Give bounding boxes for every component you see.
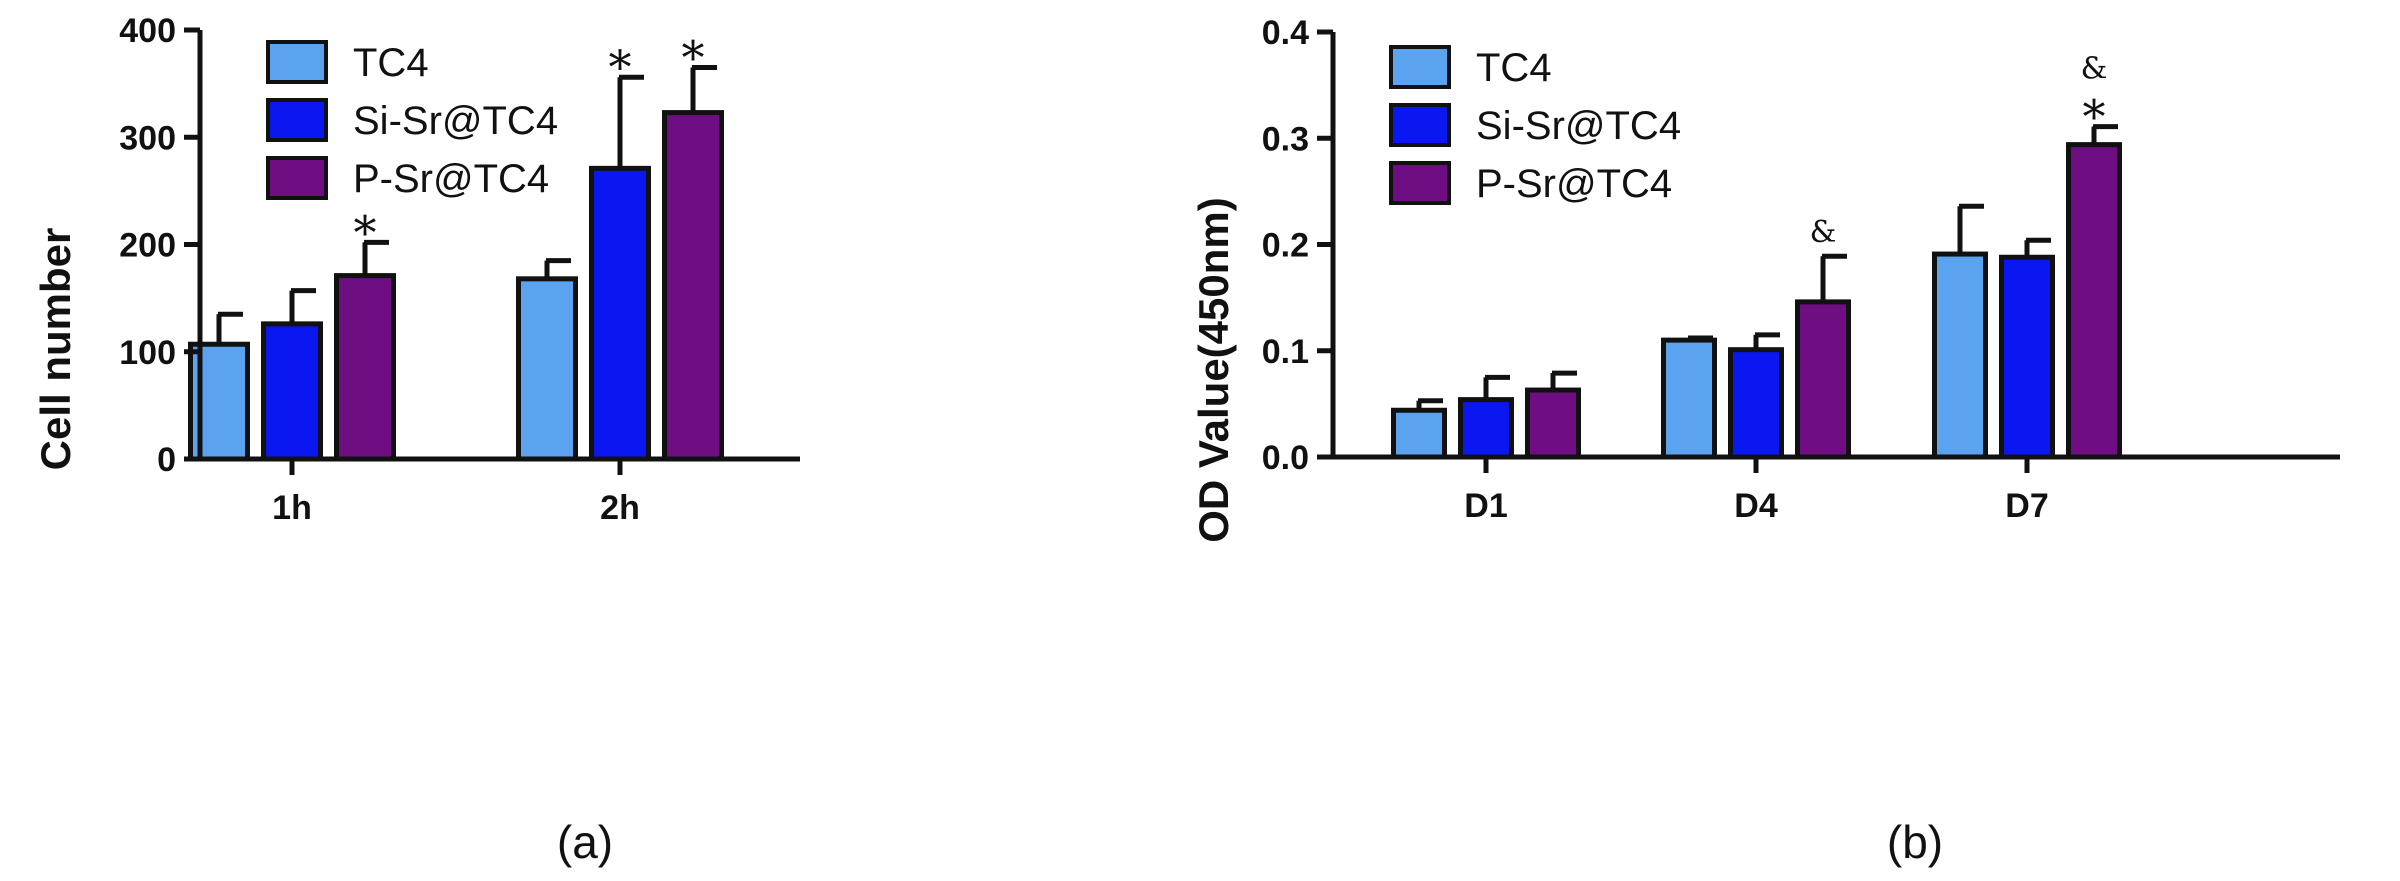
- legend-label: Si-Sr@TC4: [1476, 104, 1681, 148]
- panel-a-axes: 0 100 200 300 400 1h 2h: [119, 12, 800, 527]
- y-tick-label: 400: [119, 12, 176, 50]
- bar: [1999, 254, 2055, 460]
- panel-b-legend: TC4 Si-Sr@TC4 P-Sr@TC4: [1389, 45, 1681, 206]
- bar: [662, 110, 724, 462]
- y-tick-label: 0.4: [1262, 14, 1309, 52]
- bar: [2066, 142, 2122, 460]
- bar: [1458, 397, 1514, 460]
- y-tick-label: 0: [157, 441, 176, 479]
- bar: [1932, 251, 1988, 460]
- y-tick-label: 0.2: [1262, 227, 1309, 265]
- bar: [1525, 387, 1581, 460]
- panel-a-bars: * * *: [188, 31, 724, 462]
- significance-mark: *: [354, 205, 377, 259]
- y-tick-label: 300: [119, 119, 176, 157]
- bar: [1391, 407, 1447, 460]
- legend-label: P-Sr@TC4: [1476, 162, 1672, 206]
- significance-mark: *: [2083, 90, 2106, 144]
- significance-mark: &: [1810, 215, 1837, 250]
- legend-label: TC4: [353, 41, 429, 85]
- panel-a-legend: TC4 Si-Sr@TC4 P-Sr@TC4: [266, 40, 558, 201]
- x-tick-label: D1: [1464, 487, 1507, 525]
- panel-b: &*& 0.00.10.20.30.4D1 D4 D7 OD Value(450nm…: [1190, 14, 2340, 868]
- legend-swatch: [1389, 45, 1451, 89]
- significance-mark: &: [2081, 52, 2108, 87]
- bar: [516, 276, 578, 462]
- y-tick-label: 0.3: [1262, 120, 1309, 158]
- legend-label: Si-Sr@TC4: [353, 99, 558, 143]
- x-tick-label: D4: [1734, 487, 1778, 525]
- legend-swatch: [266, 98, 328, 142]
- y-tick-label: 0.1: [1262, 333, 1309, 371]
- legend-swatch: [1389, 103, 1451, 147]
- bar: [1728, 347, 1784, 460]
- bar: [334, 273, 396, 462]
- legend-label: TC4: [1476, 46, 1552, 90]
- legend-swatch: [266, 40, 328, 84]
- bar: [589, 165, 651, 462]
- panel-a-ylabel: Cell number: [32, 228, 79, 471]
- x-tick-label: 2h: [600, 489, 640, 527]
- panel-a-label: (a): [557, 816, 613, 868]
- panel-b-ylabel: OD Value(450nm): [1190, 197, 1237, 542]
- legend-label: P-Sr@TC4: [353, 157, 549, 201]
- panel-b-bars: &*&: [1391, 52, 2122, 460]
- bar: [261, 321, 323, 462]
- panel-b-label: (b): [1887, 816, 1943, 868]
- x-tick-label: D7: [2005, 487, 2048, 525]
- y-tick-label: 200: [119, 227, 176, 265]
- legend-swatch: [266, 156, 328, 200]
- legend-swatch: [1389, 161, 1451, 205]
- panel-b-axes: 0.0 0.1 0.2 0.3 0.4 D1 D4 D7: [1262, 14, 2340, 525]
- significance-mark: *: [682, 31, 705, 85]
- significance-mark: *: [609, 40, 632, 94]
- bar: [1795, 299, 1851, 460]
- y-tick-label: 0.0: [1262, 439, 1309, 477]
- panel-a: * * * 0 100 200 300 400 1h 2h Cell number TC4 Si-…: [32, 12, 800, 868]
- y-tick-label: 100: [119, 334, 176, 372]
- x-tick-label: 1h: [272, 489, 312, 527]
- bar: [1661, 337, 1717, 460]
